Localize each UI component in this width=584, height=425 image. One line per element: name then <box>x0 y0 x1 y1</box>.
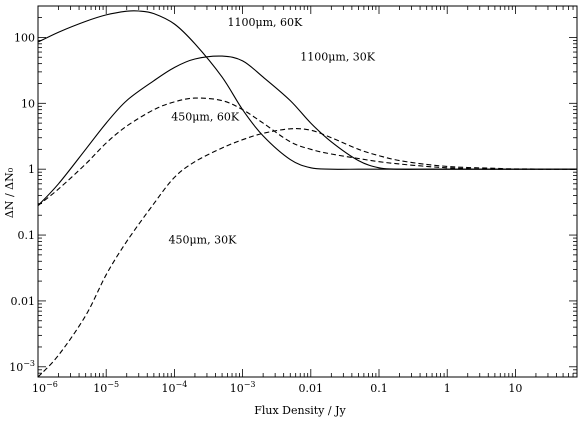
y-tick-label: 10 <box>21 97 35 110</box>
curve-label-wavelength: 450 <box>171 110 192 123</box>
curve-label-450-30: 450μm, 30K <box>169 233 238 246</box>
y-tick-label-exponent: −3 <box>23 359 35 368</box>
x-tick-label: 10 <box>508 382 522 395</box>
y-tick-label: 0.1 <box>18 229 36 242</box>
curve-label-wavelength: 450 <box>169 233 190 246</box>
x-tick-label-base: 0.01 <box>299 382 324 395</box>
curve-label-1100-30: 1100μm, 30K <box>300 50 376 63</box>
x-tick-label-exponent: −4 <box>176 380 188 389</box>
y-tick-label: 10−3 <box>9 359 35 374</box>
y-tick-label: 0.01 <box>11 295 36 308</box>
series-line-0 <box>37 10 577 170</box>
x-tick-label-exponent: −5 <box>107 380 119 389</box>
x-tick-label: 10−4 <box>162 380 188 395</box>
y-tick-label: 100 <box>14 31 35 44</box>
series-line-2 <box>37 97 578 207</box>
x-tick-label: 0.1 <box>370 382 388 395</box>
y-tick-label-base: 100 <box>14 31 35 44</box>
series-line-3 <box>37 128 578 378</box>
x-tick-label-base: 10 <box>162 382 176 395</box>
x-tick-label-base: 10 <box>32 382 46 395</box>
series-group <box>37 10 578 378</box>
x-tick-label-base: 10 <box>93 382 107 395</box>
x-axis-title: Flux Density / Jy <box>254 404 346 417</box>
curve-label-unit-temp: μm, 30K <box>190 233 238 246</box>
y-tick-label-base: 1 <box>28 163 35 176</box>
y-axis-title: ΔN / ΔN₀ <box>3 167 16 218</box>
x-tick-label-base: 10 <box>508 382 522 395</box>
x-tick-label-base: 0.1 <box>370 382 388 395</box>
curve-label-wavelength: 1100 <box>227 16 255 29</box>
curve-label-unit-temp: μm, 30K <box>328 50 376 63</box>
y-tick-label-base: 10 <box>9 361 23 374</box>
x-tick-label-exponent: −3 <box>244 380 256 389</box>
x-tick-label: 0.01 <box>299 382 324 395</box>
x-tick-label: 10−3 <box>230 380 256 395</box>
curve-label-450-60: 450μm, 60K <box>171 110 240 123</box>
x-tick-label-exponent: −6 <box>46 380 58 389</box>
curve-label-unit-temp: μm, 60K <box>255 16 303 29</box>
y-tick-label-base: 0.1 <box>18 229 36 242</box>
x-tick-label: 10−6 <box>32 380 58 395</box>
curve-label-unit-temp: μm, 60K <box>192 110 240 123</box>
series-line-1 <box>37 55 577 206</box>
y-tick-label-base: 10 <box>21 97 35 110</box>
y-tick-label-base: 0.01 <box>11 295 36 308</box>
y-tick-label: 1 <box>28 163 35 176</box>
curve-label-1100-60: 1100μm, 60K <box>227 16 303 29</box>
curve-label-wavelength: 1100 <box>300 50 328 63</box>
x-tick-label-base: 1 <box>444 382 451 395</box>
x-tick-label: 10−5 <box>93 380 119 395</box>
tick-group: 10−6 10−5 10−4 10−3 0.01 0.1 1 1010−30.010.1110… <box>9 5 578 395</box>
x-tick-label-base: 10 <box>230 382 244 395</box>
x-tick-label: 1 <box>444 382 451 395</box>
